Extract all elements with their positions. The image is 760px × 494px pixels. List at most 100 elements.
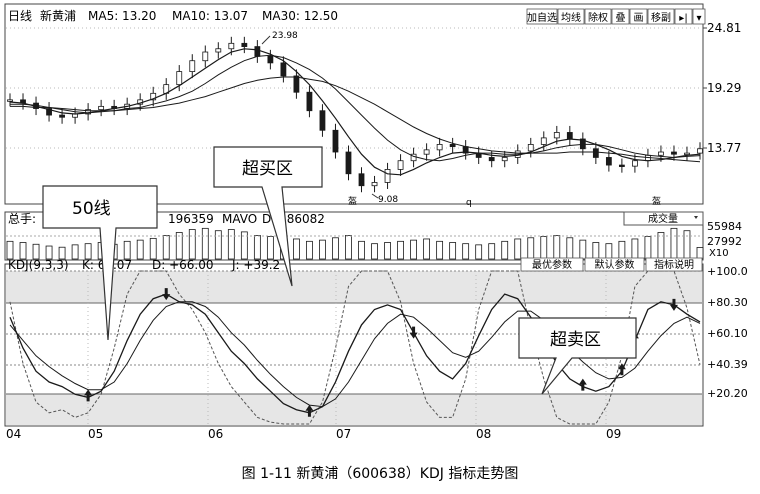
volume-bar	[240, 231, 248, 260]
x-tick-08: 08	[476, 427, 491, 441]
candle-body	[618, 164, 625, 167]
ma30-line	[10, 76, 701, 163]
stock-name: 新黄浦	[40, 8, 76, 23]
toolbar-button-7[interactable]: ▾	[692, 8, 706, 25]
ma10-label: MA10: 13.07	[172, 9, 248, 23]
volume-bar	[332, 237, 339, 260]
buy-arrow-icon	[617, 363, 626, 376]
kdj-button-label: 最优参数	[532, 258, 572, 271]
toolbar-button-3[interactable]: 叠	[611, 8, 630, 25]
volume-bar	[214, 230, 222, 260]
x-tick-06: 06	[208, 427, 223, 441]
volume-tick-mid: 27992	[707, 235, 742, 248]
toolbar-button-5[interactable]: 移副	[647, 8, 675, 25]
x-tick-09: 09	[606, 427, 621, 441]
candle-body	[566, 132, 573, 140]
ma5-label: MA5: 13.20	[88, 9, 156, 23]
mavol-label: MAVO	[222, 212, 257, 226]
candle-body	[553, 132, 560, 139]
sell-arrow-icon	[669, 298, 678, 311]
kdj-button-2[interactable]: 指标说明	[645, 257, 703, 272]
candle-body	[98, 105, 105, 111]
volume-bar	[592, 242, 600, 260]
toolbar: 加自选 均线 除权叠画移副 ▸| ▾	[526, 8, 706, 25]
volume-bar	[175, 232, 183, 260]
candle-body	[384, 169, 391, 183]
kdj-button-0[interactable]: 最优参数	[520, 257, 584, 272]
candle-body	[59, 114, 65, 118]
buy-arrow-icon	[84, 389, 93, 402]
oversold-zone	[6, 394, 702, 425]
kdj-j-line	[9, 270, 701, 425]
toolbar-button-6[interactable]: ▸|	[674, 8, 693, 25]
price-panel-frame	[4, 3, 704, 205]
toolbar-button-label: ▸|	[679, 13, 687, 24]
sell-arrow-icon	[409, 326, 418, 339]
volume-bar	[579, 239, 587, 260]
candle-body	[592, 148, 599, 158]
volume-bar	[384, 242, 391, 260]
volume-bar	[540, 236, 548, 260]
volume-value: 196359	[168, 212, 214, 226]
candle-body	[176, 71, 183, 86]
volume-bar	[644, 236, 652, 260]
candle-body	[632, 160, 638, 167]
candle-body	[267, 55, 274, 64]
volume-bar	[566, 237, 574, 260]
volume-bar	[501, 240, 509, 260]
volume-bar	[410, 239, 417, 260]
candle-body	[371, 182, 378, 187]
candle-body	[605, 157, 612, 166]
kdj-buttons: 最优参数 默认参数 指标说明	[520, 257, 703, 272]
candle-body	[46, 108, 52, 116]
candle-body	[293, 75, 300, 93]
volume-bar	[162, 235, 170, 260]
volume-bar	[123, 240, 131, 260]
volume-bar	[423, 238, 431, 260]
volume-dropdown-label: 成交量	[648, 212, 678, 225]
volume-bar	[475, 244, 483, 260]
volume-bar	[32, 243, 40, 260]
overbought-zone	[6, 271, 702, 303]
kdj-tick-20: +20.20	[707, 387, 748, 400]
volume-bar	[397, 240, 404, 260]
candle-body	[579, 138, 586, 150]
toolbar-button-1[interactable]: 均线	[557, 8, 585, 25]
callout-overbought-text: 超买区	[242, 159, 293, 179]
toolbar-button-label: 除权	[588, 11, 608, 24]
volume-bar	[293, 238, 300, 260]
volume-bar	[227, 229, 235, 260]
volume-bar	[345, 235, 352, 260]
volume-bar	[670, 227, 678, 260]
price-tick-low: 13.77	[707, 141, 741, 155]
volume-tick-high: 55984	[707, 220, 742, 233]
volume-panel-frame	[4, 211, 704, 261]
callout-50-line-text: 50线	[72, 199, 111, 219]
candle-body	[540, 137, 547, 145]
price-mark-3: 盔	[652, 195, 661, 207]
sell-arrow-icon	[162, 288, 171, 301]
candle-body	[436, 144, 443, 151]
ma5-line	[9, 48, 701, 176]
toolbar-button-label: ▾	[696, 13, 701, 24]
kdj-button-1[interactable]: 默认参数	[584, 257, 645, 272]
volume-bar	[149, 237, 157, 260]
toolbar-button-2[interactable]: 除权	[584, 8, 612, 25]
candle-body	[319, 110, 326, 131]
price-mark-1: 盔	[348, 195, 357, 207]
volume-bars	[6, 227, 704, 260]
volume-bar	[266, 236, 274, 260]
callout-50-line: 50线	[42, 185, 158, 341]
candle-body	[215, 48, 222, 53]
kdj-d-line	[9, 301, 701, 408]
candle-body	[671, 151, 677, 155]
x-tick-04: 04	[6, 427, 21, 441]
toolbar-button-4[interactable]: 画	[629, 8, 648, 25]
volume-dropdown[interactable]	[623, 211, 704, 226]
kdj-tick-80: +80.30	[707, 296, 748, 309]
low-annotation-line	[371, 193, 379, 199]
volume-label: 总手:	[8, 212, 36, 226]
kdj-tick-40: +40.39	[707, 358, 748, 371]
toolbar-button-0[interactable]: 加自选	[526, 8, 558, 25]
